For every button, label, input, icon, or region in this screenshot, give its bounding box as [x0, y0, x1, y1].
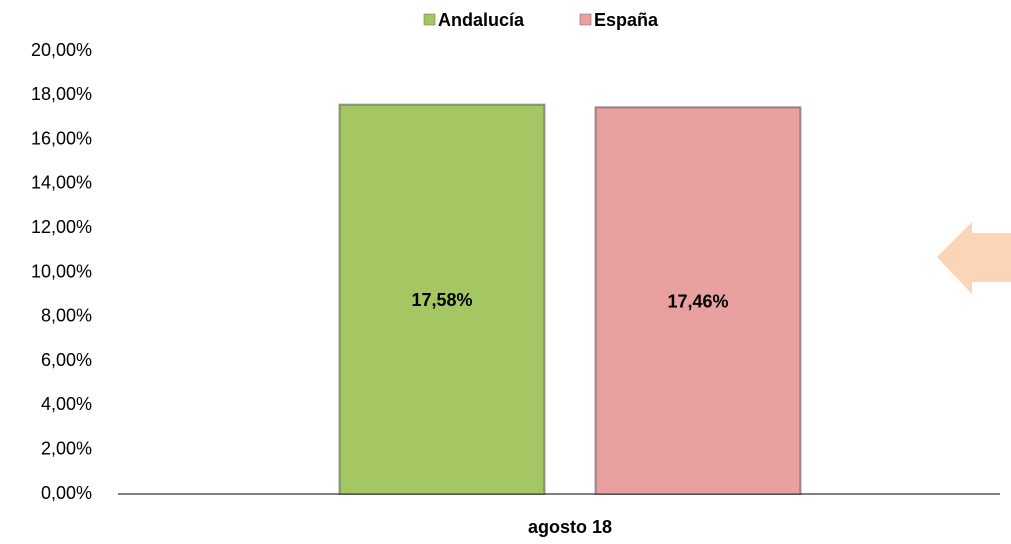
y-tick-label: 14,00% — [31, 173, 92, 193]
legend-swatch — [423, 13, 436, 26]
y-tick-label: 6,00% — [41, 350, 92, 370]
data-label: 17,46% — [667, 291, 728, 311]
bar — [338, 103, 546, 495]
bar — [594, 106, 802, 496]
x-tick-label: agosto 18 — [528, 517, 612, 537]
y-tick-label: 12,00% — [31, 217, 92, 237]
y-tick-label: 20,00% — [31, 40, 92, 60]
arrow-decoration — [937, 222, 1011, 294]
legend-label: España — [594, 10, 659, 30]
y-tick-label: 10,00% — [31, 261, 92, 281]
legend-swatch — [579, 13, 592, 26]
y-tick-label: 4,00% — [41, 394, 92, 414]
legend-label: Andalucía — [438, 10, 525, 30]
y-tick-label: 2,00% — [41, 438, 92, 458]
y-tick-label: 16,00% — [31, 128, 92, 148]
y-tick-label: 0,00% — [41, 483, 92, 503]
y-tick-label: 8,00% — [41, 306, 92, 326]
data-label: 17,58% — [411, 290, 472, 310]
y-tick-label: 18,00% — [31, 84, 92, 104]
